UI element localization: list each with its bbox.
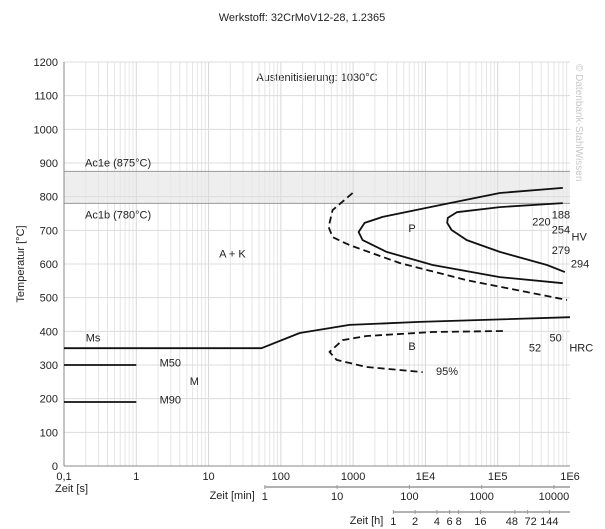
annotation-label: M50 (160, 358, 181, 370)
transformation-curve (446, 202, 566, 273)
y-tick-label: 500 (40, 293, 58, 305)
secondary-tick-label: 4 (434, 516, 440, 528)
y-tick-label: 800 (40, 192, 58, 204)
annotation-label: 254 (552, 225, 570, 237)
annotation-label: 279 (552, 245, 570, 257)
secondary-tick-label: 2 (412, 516, 418, 528)
annotation-label: 188 (552, 210, 570, 222)
annotation-label: 52 (529, 343, 541, 355)
x-tick-label: 1E5 (488, 471, 508, 483)
x-tick-label: 1E4 (416, 471, 436, 483)
annotation-label: B (408, 341, 415, 353)
x-tick-label: 0,1 (56, 471, 71, 483)
x-tick-label: 1 (133, 471, 139, 483)
annotation-label: 50 (549, 332, 561, 344)
annotation-label: 95% (436, 366, 458, 378)
transformation-curve-dashed (328, 330, 503, 373)
annotation-label: HRC (569, 343, 593, 355)
secondary-tick-label: 1 (262, 491, 268, 503)
secondary-tick-label: 100 (400, 491, 418, 503)
secondary-axis-label: Zeit [h] (350, 515, 384, 527)
secondary-tick-label: 144 (540, 516, 558, 528)
y-tick-label: 1100 (34, 91, 58, 103)
secondary-tick-label: 10 (331, 491, 343, 503)
annotation-label: 294 (571, 258, 589, 270)
x-tick-label: 1E6 (560, 471, 580, 483)
y-tick-label: 1200 (34, 57, 58, 69)
annotation-label: M (190, 376, 199, 388)
secondary-tick-label: 72 (524, 516, 536, 528)
transformation-curve (357, 187, 563, 285)
watermark: © Datenbank-StahlWissen (573, 64, 584, 181)
band-label: Ac1b (780°C) (85, 209, 151, 221)
secondary-axis-label: Zeit [min] (210, 490, 255, 502)
y-tick-label: 600 (40, 259, 58, 271)
x-tick-label: 1000 (341, 471, 365, 483)
x-tick-label: 10 (202, 471, 214, 483)
annotation-label: A + K (219, 248, 246, 260)
y-tick-label: 100 (40, 427, 58, 439)
x-axis-label: Zeit [s] (55, 483, 88, 495)
y-tick-label: 1000 (34, 124, 58, 136)
y-tick-label: 900 (40, 158, 58, 170)
chart-title: Werkstoff: 32CrMoV12-28, 1.2365 (219, 12, 386, 24)
secondary-tick-label: 10000 (539, 491, 570, 503)
y-tick-label: 400 (40, 326, 58, 338)
secondary-tick-label: 8 (456, 516, 462, 528)
annotation-label: M90 (160, 395, 181, 407)
annotation-label: HV (572, 231, 588, 243)
y-axis-label: Temperatur [°C] (15, 225, 27, 302)
annotation-label: P (408, 223, 415, 235)
chart-subtitle: Austenitisierung: 1030°C (256, 72, 377, 84)
transformation-curve-dashed (327, 192, 568, 301)
y-tick-label: 300 (40, 360, 58, 372)
annotation-label: Ms (86, 332, 101, 344)
secondary-tick-label: 48 (506, 516, 518, 528)
secondary-tick-label: 6 (447, 516, 453, 528)
ac1-band (64, 171, 570, 204)
y-tick-label: 700 (40, 225, 58, 237)
band-label: Ac1e (875°C) (85, 157, 151, 169)
y-tick-label: 0 (52, 461, 58, 473)
y-tick-label: 200 (40, 394, 58, 406)
x-tick-label: 100 (272, 471, 290, 483)
secondary-tick-label: 1000 (469, 491, 493, 503)
secondary-tick-label: 16 (474, 516, 486, 528)
transformation-curve (64, 316, 571, 350)
secondary-tick-label: 1 (390, 516, 396, 528)
annotation-label: 220 (532, 216, 550, 228)
